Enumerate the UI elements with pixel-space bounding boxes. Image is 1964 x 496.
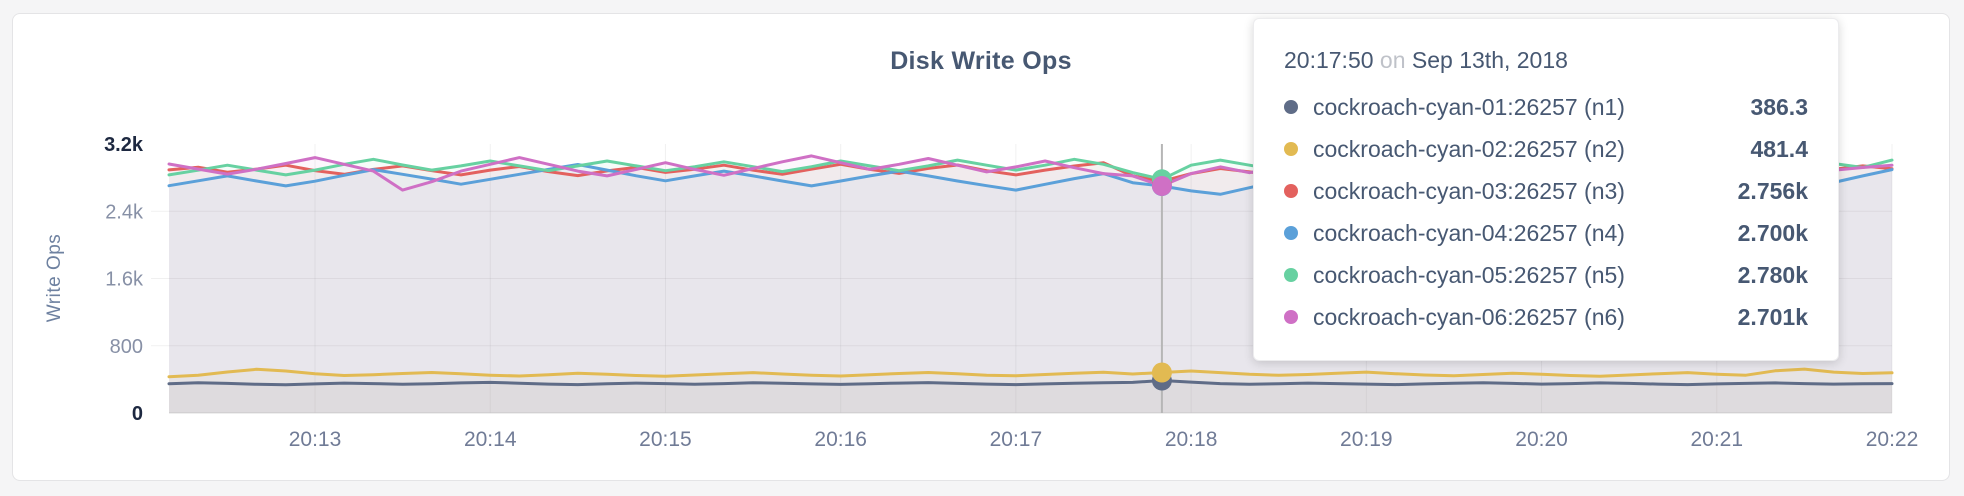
tooltip-date: Sep 13th, 2018 (1411, 47, 1568, 73)
svg-text:20:13: 20:13 (289, 428, 342, 451)
series-label: cockroach-cyan-04:26257 (n4) (1313, 219, 1625, 246)
series-dot-1 (1284, 100, 1298, 114)
series-label: cockroach-cyan-03:26257 (n3) (1313, 177, 1625, 204)
tooltip-on-word: on (1379, 47, 1406, 73)
series-dot-2 (1284, 142, 1298, 156)
series-dot-4 (1284, 226, 1298, 240)
series-value: 2.780k (1737, 261, 1808, 288)
tooltip-time: 20:17:50 (1284, 47, 1374, 73)
series-label: cockroach-cyan-01:26257 (n1) (1313, 93, 1625, 120)
svg-text:1.6k: 1.6k (105, 269, 144, 291)
tooltip-row: cockroach-cyan-05:26257 (n5) 2.780k (1284, 254, 1808, 296)
series-dot-3 (1284, 184, 1298, 198)
series-value: 2.701k (1737, 303, 1808, 330)
series-label: cockroach-cyan-06:26257 (n6) (1313, 303, 1625, 330)
svg-text:3.2k: 3.2k (104, 134, 144, 156)
series-value: 2.700k (1737, 219, 1808, 246)
tooltip-row: cockroach-cyan-06:26257 (n6) 2.701k (1284, 296, 1808, 338)
svg-text:20:18: 20:18 (1165, 428, 1218, 451)
series-value: 2.756k (1737, 177, 1808, 204)
series-value: 386.3 (1750, 93, 1808, 120)
series-label: cockroach-cyan-02:26257 (n2) (1313, 135, 1625, 162)
hover-tooltip: 20:17:50 on Sep 13th, 2018 cockroach-cya… (1253, 18, 1839, 361)
series-dot-5 (1284, 268, 1298, 282)
svg-text:20:20: 20:20 (1515, 428, 1568, 451)
tooltip-row: cockroach-cyan-02:26257 (n2) 481.4 (1284, 128, 1808, 170)
svg-text:800: 800 (110, 336, 143, 358)
chart-card: Disk Write Ops Write Ops 0 800 1.6k 2.4k 3.2… (12, 13, 1950, 481)
svg-text:2.4k: 2.4k (105, 201, 144, 223)
series-label: cockroach-cyan-05:26257 (n5) (1313, 261, 1625, 288)
svg-text:20:19: 20:19 (1340, 428, 1393, 451)
svg-text:20:14: 20:14 (464, 428, 517, 451)
svg-text:20:22: 20:22 (1866, 428, 1919, 451)
series-value: 481.4 (1750, 135, 1808, 162)
tooltip-row: cockroach-cyan-03:26257 (n3) 2.756k (1284, 170, 1808, 212)
svg-text:20:17: 20:17 (990, 428, 1043, 451)
svg-text:20:15: 20:15 (639, 428, 692, 451)
tooltip-header: 20:17:50 on Sep 13th, 2018 (1284, 47, 1808, 74)
tooltip-row: cockroach-cyan-04:26257 (n4) 2.700k (1284, 212, 1808, 254)
svg-text:20:21: 20:21 (1690, 428, 1743, 451)
chart-title: Disk Write Ops (890, 47, 1072, 75)
tooltip-row: cockroach-cyan-01:26257 (n1) 386.3 (1284, 86, 1808, 128)
series-dot-6 (1284, 310, 1298, 324)
svg-text:0: 0 (132, 403, 143, 425)
svg-text:20:16: 20:16 (814, 428, 867, 451)
